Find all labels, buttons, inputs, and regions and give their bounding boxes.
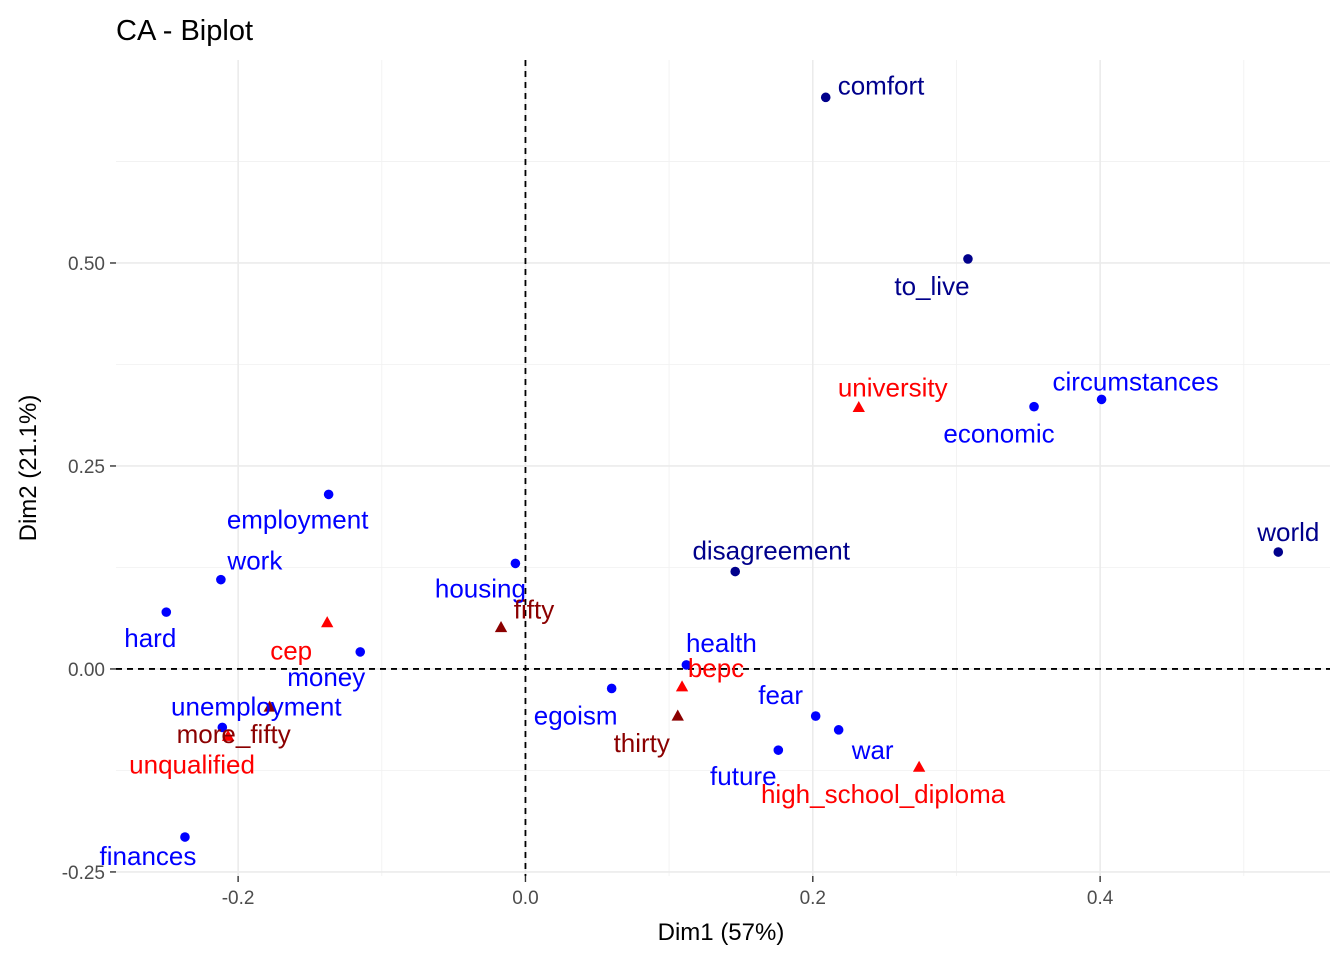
label-economic: economic <box>943 419 1054 449</box>
triangle-point-high-school-diploma <box>912 760 926 772</box>
circle-point-housing <box>510 558 521 569</box>
label-egoism: egoism <box>534 700 618 730</box>
label-thirty: thirty <box>614 728 670 758</box>
x-tick-label: -0.2 <box>222 888 255 909</box>
y-axis-title: Dim2 (21.1%) <box>15 395 42 542</box>
label-bepc: bepc <box>688 653 744 683</box>
triangle-point-bepc <box>675 680 689 692</box>
label-to-live: to_live <box>894 271 969 301</box>
circle-point-unemployment <box>217 722 228 733</box>
x-tick-label: 0.2 <box>800 888 826 909</box>
circle-point-fear <box>810 711 821 721</box>
label-housing: housing <box>435 573 526 603</box>
point-labels: comfort to_live circumstances economic world… <box>100 70 1320 871</box>
label-cep: cep <box>270 636 312 666</box>
triangle-point-more-fifty <box>263 700 276 712</box>
reference-lines <box>116 60 1330 876</box>
circle-point-employment <box>323 489 334 500</box>
y-tick-label: -0.25 <box>62 863 105 884</box>
triangle-point-thirty <box>671 709 684 721</box>
circle-point-finances <box>180 832 190 842</box>
circle-point-disagreement <box>730 566 741 577</box>
label-hard: hard <box>124 623 176 653</box>
y-tick-label: 0.50 <box>68 254 105 275</box>
circle-point-circumstances <box>1096 394 1107 405</box>
circle-point-future <box>773 745 784 755</box>
triangle-point-unqualified <box>221 729 235 741</box>
label-world: world <box>1256 517 1319 547</box>
circle-point-world <box>1273 547 1284 557</box>
label-employment: employment <box>227 504 369 534</box>
label-money: money <box>287 662 365 692</box>
label-comfort: comfort <box>838 70 925 100</box>
label-unqualified: unqualified <box>129 749 255 779</box>
circle-point-comfort <box>820 92 831 103</box>
axis-ticks: -0.2 0.0 0.2 0.4 -0.25 0.00 0.25 0.50 <box>62 254 1114 909</box>
label-health: health <box>686 628 757 658</box>
x-tick-label: 0.4 <box>1087 888 1114 909</box>
triangle-point-university <box>852 401 865 413</box>
x-axis-title: Dim1 (57%) <box>658 919 785 946</box>
chart-title: CA - Biplot <box>116 15 253 47</box>
circle-point-economic <box>1029 401 1039 412</box>
label-war: war <box>851 735 894 765</box>
circle-point-to-live <box>963 254 973 264</box>
circle-point-work <box>216 574 226 585</box>
label-unemployment: unemployment <box>171 691 342 721</box>
y-tick-label: 0.25 <box>68 457 105 478</box>
x-tick-label: 0.0 <box>512 888 538 909</box>
label-circumstances: circumstances <box>1052 366 1218 396</box>
y-tick-label: 0.00 <box>68 660 105 681</box>
triangle-point-cep <box>321 616 334 628</box>
circle-point-hard <box>161 607 172 617</box>
label-more-fifty: more_fifty <box>177 719 291 749</box>
grid <box>116 60 1330 876</box>
label-disagreement: disagreement <box>692 536 850 566</box>
label-high-school-diploma: high_school_diploma <box>761 779 1006 809</box>
label-fifty: fifty <box>514 595 554 625</box>
label-fear: fear <box>758 680 803 710</box>
label-finances: finances <box>100 841 197 871</box>
circle-point-egoism <box>606 683 617 694</box>
circle-point-health <box>681 660 692 670</box>
label-work: work <box>226 546 283 576</box>
circle-point-war <box>833 725 844 735</box>
data-points <box>161 92 1284 842</box>
label-university: university <box>838 373 948 403</box>
circle-point-money <box>355 647 366 657</box>
triangle-point-fifty <box>494 621 508 633</box>
label-future: future <box>710 761 777 791</box>
